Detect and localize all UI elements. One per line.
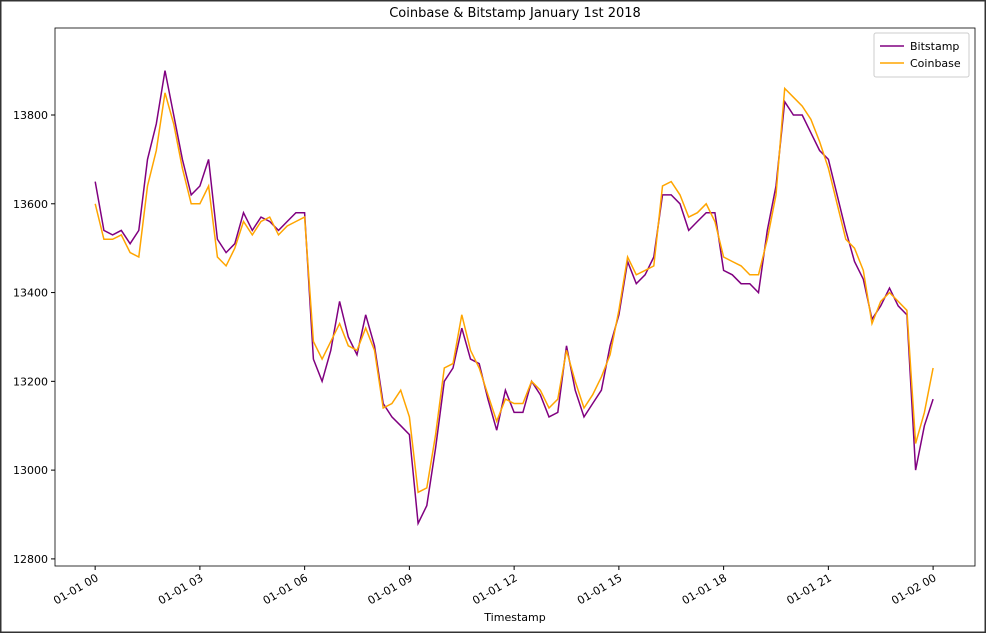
legend-box <box>873 32 970 78</box>
y-tick-label: 13200 <box>13 375 48 388</box>
y-tick-label: 13400 <box>13 287 48 300</box>
y-tick-label: 13000 <box>13 464 48 477</box>
y-tick-label: 12800 <box>13 553 48 566</box>
legend-label: Bitstamp <box>910 40 959 53</box>
series-line <box>94 70 934 527</box>
x-axis-label: Timestamp <box>483 611 545 624</box>
chart-title: Coinbase & Bitstamp January 1st 2018 <box>389 6 641 21</box>
plot-area <box>54 27 976 567</box>
series-line <box>94 86 934 494</box>
y-tick-label: 13600 <box>13 198 48 211</box>
legend-label: Coinbase <box>910 57 961 70</box>
y-tick-label: 13800 <box>13 109 48 122</box>
